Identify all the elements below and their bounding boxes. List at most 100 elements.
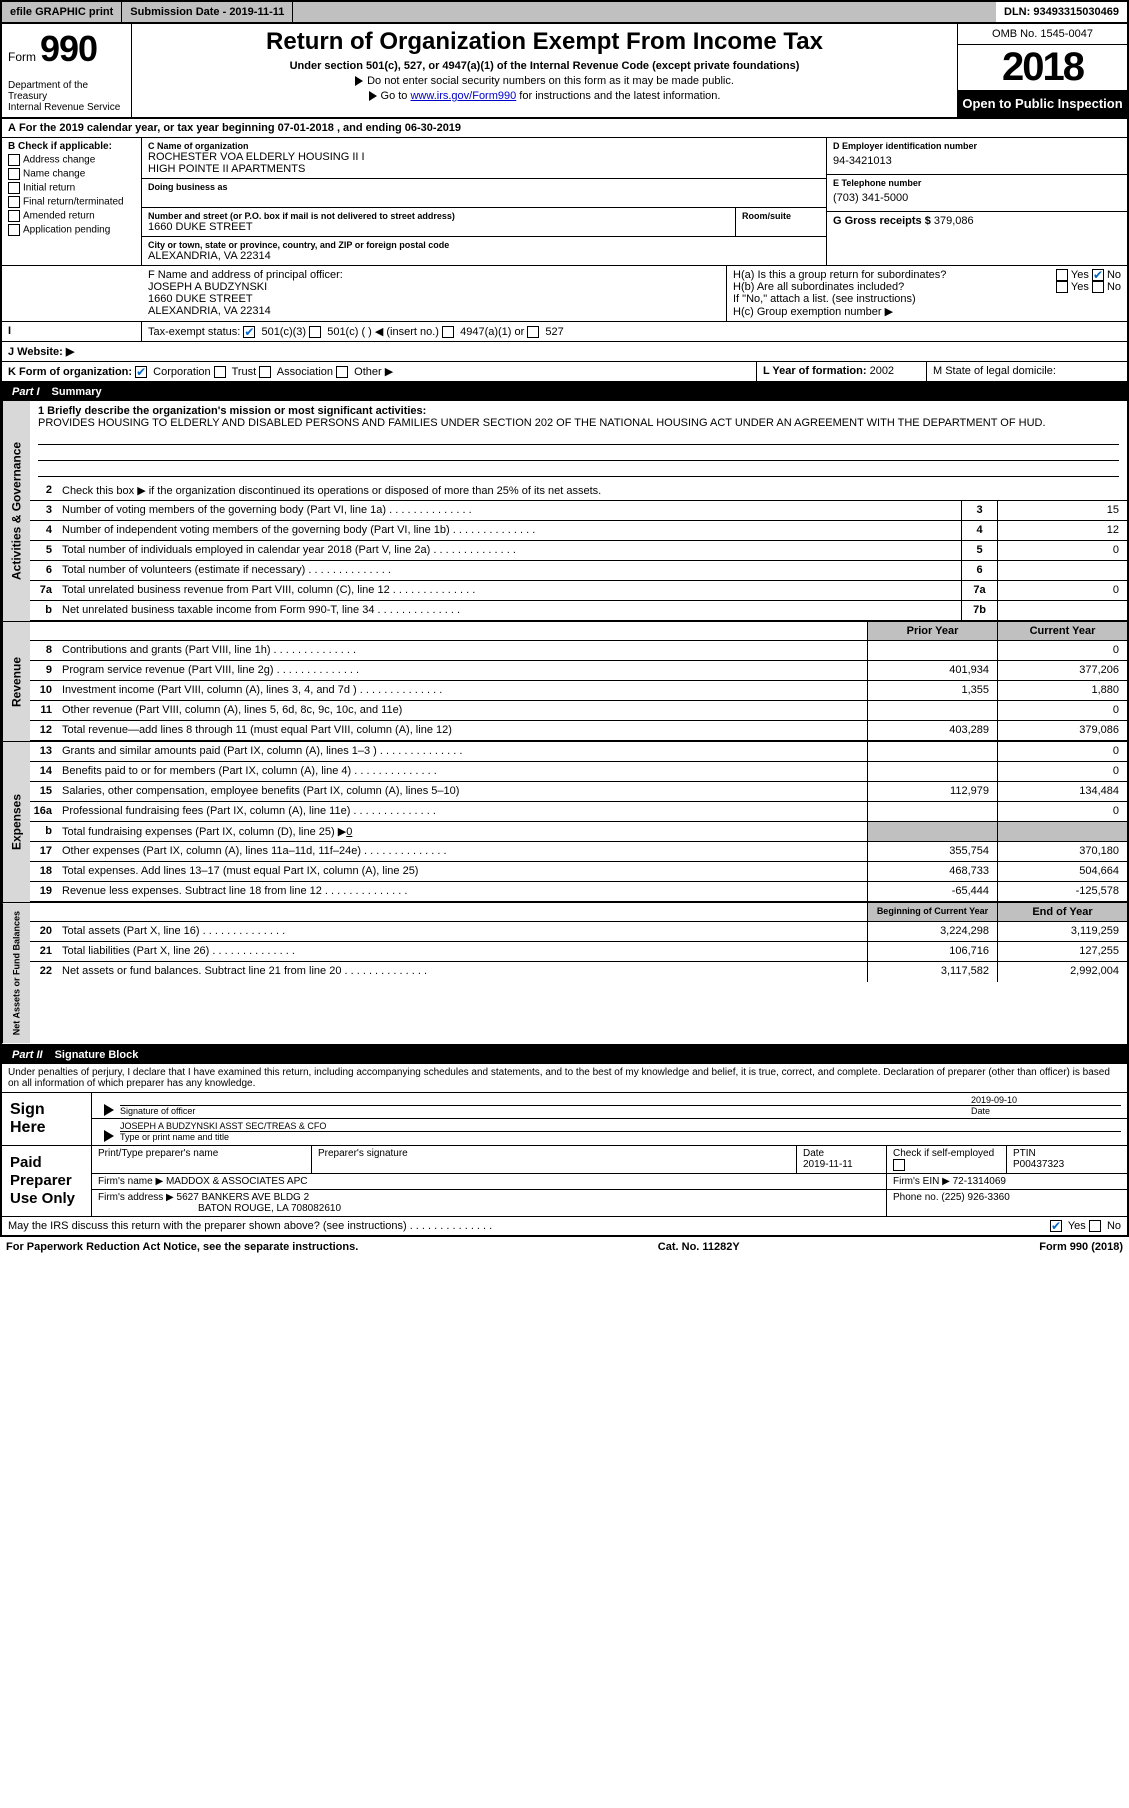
- city-cell: City or town, state or province, country…: [142, 237, 826, 265]
- line-box: 3: [961, 501, 997, 520]
- sig-date-field: 2019-09-10Date: [971, 1095, 1121, 1116]
- line-18: 18Total expenses. Add lines 13–17 (must …: [30, 862, 1127, 882]
- checkbox-icon[interactable]: [309, 326, 321, 338]
- sign-here-label: Sign Here: [2, 1093, 92, 1145]
- checkbox-icon[interactable]: [1092, 281, 1104, 293]
- firm-addr2: BATON ROUGE, LA 708082610: [198, 1203, 341, 1214]
- checkbox-icon[interactable]: [8, 224, 20, 236]
- checkbox-icon[interactable]: [1050, 1220, 1062, 1232]
- checkbox-icon[interactable]: [1056, 281, 1068, 293]
- line-num: b: [30, 601, 58, 620]
- l19-current: -125,578: [997, 882, 1127, 901]
- checkbox-icon[interactable]: [8, 182, 20, 194]
- discuss-answers: Yes No: [1050, 1220, 1121, 1232]
- checkbox-icon[interactable]: [8, 210, 20, 222]
- line-num: 19: [30, 882, 58, 901]
- line-13: 13Grants and similar amounts paid (Part …: [30, 742, 1127, 762]
- checkbox-icon[interactable]: [336, 366, 348, 378]
- yes-label: Yes: [1068, 1220, 1086, 1232]
- line-21: 21Total liabilities (Part X, line 26)106…: [30, 942, 1127, 962]
- no-label: No: [1107, 281, 1121, 293]
- i-501c: 501(c) ( ) ◀ (insert no.): [327, 326, 439, 338]
- checkbox-icon[interactable]: [893, 1159, 905, 1171]
- i-label: Tax-exempt status:: [148, 326, 240, 338]
- paid-preparer-label: Paid Preparer Use Only: [2, 1146, 92, 1216]
- page-footer: For Paperwork Reduction Act Notice, see …: [0, 1237, 1129, 1257]
- firm-ein-label: Firm's EIN ▶: [893, 1176, 950, 1187]
- k-cell: K Form of organization: Corporation Trus…: [2, 362, 757, 381]
- line-16b: b Total fundraising expenses (Part IX, co…: [30, 822, 1127, 842]
- checkbox-icon[interactable]: [8, 196, 20, 208]
- check-addr-label: Address change: [23, 155, 95, 166]
- l1-label: 1 Briefly describe the organization's mi…: [38, 405, 426, 417]
- line-num: 3: [30, 501, 58, 520]
- firm-phone-value: (225) 926-3360: [941, 1192, 1009, 1203]
- line-num: b: [30, 822, 58, 841]
- checkbox-icon[interactable]: [243, 326, 255, 338]
- pp-name-cell: Print/Type preparer's name: [92, 1146, 312, 1173]
- hb-answers: Yes No: [1056, 281, 1121, 293]
- k-corp: Corporation: [153, 366, 210, 378]
- check-name[interactable]: Name change: [8, 168, 135, 180]
- line-num: 10: [30, 681, 58, 700]
- check-name-label: Name change: [23, 169, 85, 180]
- checkbox-icon[interactable]: [135, 366, 147, 378]
- checkbox-icon[interactable]: [1056, 269, 1068, 281]
- l11-text: Other revenue (Part VIII, column (A), li…: [58, 701, 867, 720]
- i-4947: 4947(a)(1) or: [460, 326, 524, 338]
- mission-block: 1 Briefly describe the organization's mi…: [30, 401, 1127, 481]
- check-amended[interactable]: Amended return: [8, 210, 135, 222]
- checkbox-icon[interactable]: [8, 154, 20, 166]
- check-application[interactable]: Application pending: [8, 224, 135, 236]
- room-label: Room/suite: [742, 211, 820, 221]
- checkbox-icon[interactable]: [442, 326, 454, 338]
- checkbox-icon[interactable]: [527, 326, 539, 338]
- line-box: 4: [961, 521, 997, 540]
- irs-link[interactable]: www.irs.gov/Form990: [410, 90, 516, 102]
- firm-addr1: 5627 BANKERS AVE BLDG 2: [177, 1192, 310, 1203]
- line-num: 12: [30, 721, 58, 740]
- check-final[interactable]: Final return/terminated: [8, 196, 135, 208]
- sig-date-label: Date: [971, 1105, 1121, 1116]
- checkbox-icon[interactable]: [259, 366, 271, 378]
- l8-current: 0: [997, 641, 1127, 660]
- l18-current: 504,664: [997, 862, 1127, 881]
- l3-text: Number of voting members of the governin…: [58, 501, 961, 520]
- firm-phone-label: Phone no.: [893, 1192, 939, 1203]
- netassets-section: Net Assets or Fund Balances Beginning of…: [0, 903, 1129, 1045]
- form-note1: Do not enter social security numbers on …: [138, 75, 951, 87]
- checkbox-icon[interactable]: [8, 168, 20, 180]
- d-label: D Employer identification number: [833, 141, 1121, 151]
- form-digits: 990: [40, 28, 97, 70]
- l3-val: 15: [997, 501, 1127, 520]
- firm-addr-cell: Firm's address ▶ 5627 BANKERS AVE BLDG 2…: [92, 1190, 887, 1216]
- note2-pre: Go to: [381, 90, 411, 102]
- k-trust: Trust: [232, 366, 257, 378]
- check-initial[interactable]: Initial return: [8, 182, 135, 194]
- arrow-icon: [104, 1130, 114, 1142]
- line-num: 11: [30, 701, 58, 720]
- gross-cell: G Gross receipts $ 379,086: [827, 212, 1127, 230]
- checkbox-icon[interactable]: [214, 366, 226, 378]
- activities-body: 1 Briefly describe the organization's mi…: [30, 401, 1127, 621]
- l21-text: Total liabilities (Part X, line 26): [58, 942, 867, 961]
- hc-label: H(c) Group exemption number ▶: [733, 305, 1121, 318]
- k-other: Other ▶: [354, 366, 393, 378]
- org-name-2: HIGH POINTE II APARTMENTS: [148, 163, 820, 175]
- l16b-pre: Total fundraising expenses (Part IX, col…: [62, 826, 346, 838]
- part1-num: Part I: [12, 386, 40, 398]
- pp-check-label: Check if self-employed: [893, 1148, 994, 1159]
- netassets-body: Beginning of Current YearEnd of Year 20T…: [30, 903, 1127, 1043]
- line-num: 2: [30, 481, 58, 500]
- check-address[interactable]: Address change: [8, 154, 135, 166]
- l9-text: Program service revenue (Part VIII, line…: [58, 661, 867, 680]
- l13-current: 0: [997, 742, 1127, 761]
- footer-mid: Cat. No. 11282Y: [658, 1241, 740, 1253]
- hb-row: H(b) Are all subordinates included? Yes …: [733, 281, 1121, 293]
- l-cell: L Year of formation: 2002: [757, 362, 927, 381]
- checkbox-icon[interactable]: [1092, 269, 1104, 281]
- line-box: 5: [961, 541, 997, 560]
- checkbox-icon[interactable]: [1089, 1220, 1101, 1232]
- efile-print-button[interactable]: efile GRAPHIC print: [2, 2, 122, 22]
- l10-text: Investment income (Part VIII, column (A)…: [58, 681, 867, 700]
